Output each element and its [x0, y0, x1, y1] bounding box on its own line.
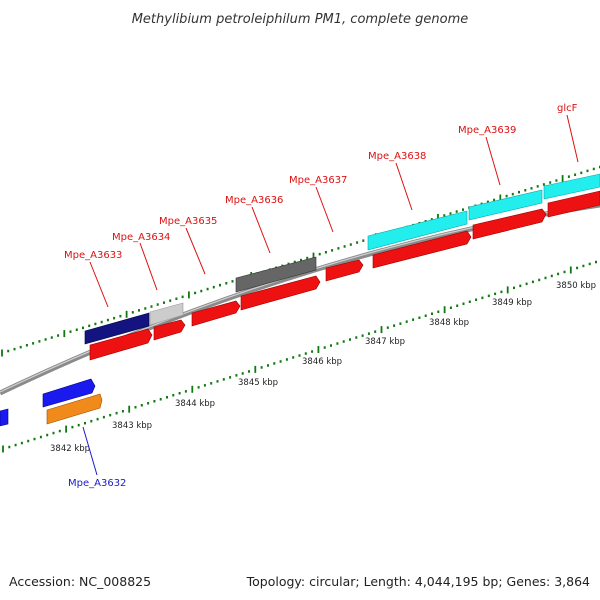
gene-block-cyan-1[interactable]	[367, 210, 468, 251]
gene-label-mpe-a3633[interactable]: Mpe_A3633	[64, 250, 122, 261]
scale-label-3844: 3844 kbp	[175, 399, 215, 409]
leader-line-mpe-a3634	[139, 242, 158, 291]
gene-label-mpe-a3634[interactable]: Mpe_A3634	[112, 232, 170, 243]
leader-line-mpe-a3632	[82, 426, 98, 476]
leader-line-glcf	[566, 114, 579, 163]
gene-label-mpe-a3636[interactable]: Mpe_A3636	[225, 195, 283, 206]
scale-label-3849: 3849 kbp	[492, 298, 532, 308]
lower-tick-row	[2, 260, 597, 453]
gene-label-mpe-a3638[interactable]: Mpe_A3638	[368, 151, 426, 162]
accession-text: Accession: NC_008825	[9, 574, 151, 589]
gene-arrow-red-6[interactable]	[372, 230, 472, 269]
gene-label-mpe-a3639[interactable]: Mpe_A3639	[458, 125, 516, 136]
gene-label-mpe-a3632[interactable]: Mpe_A3632	[68, 478, 126, 489]
leader-line-mpe-a3639	[485, 136, 501, 186]
gene-arrow-blue[interactable]	[42, 378, 96, 408]
gene-block-cyan-2[interactable]	[468, 189, 543, 221]
scale-label-3848: 3848 kbp	[429, 318, 469, 328]
leader-line-mpe-a3638	[395, 162, 413, 211]
leader-line-mpe-a3636	[251, 206, 271, 254]
scale-label-3845: 3845 kbp	[238, 378, 278, 388]
gene-label-mpe-a3637[interactable]: Mpe_A3637	[289, 175, 347, 186]
map-title: Methylibium petroleiphilum PM1, complete…	[132, 12, 469, 27]
genome-summary-text: Topology: circular; Length: 4,044,195 bp…	[246, 574, 590, 589]
scale-label-3842: 3842 kbp	[50, 444, 90, 454]
scale-label-3850: 3850 kbp	[556, 281, 596, 291]
gene-label-mpe-a3635[interactable]: Mpe_A3635	[159, 216, 217, 227]
gene-arrow-red-7[interactable]	[472, 208, 547, 240]
scale-label-3847: 3847 kbp	[365, 337, 405, 347]
gene-arrow-blue-left[interactable]	[0, 408, 9, 427]
gene-arrow-red-2[interactable]	[153, 319, 186, 341]
gene-arrow-red-4[interactable]	[240, 275, 321, 311]
gene-arrow-red-5[interactable]	[325, 259, 364, 282]
gene-arrow-orange[interactable]	[46, 393, 103, 425]
gene-label-leaders	[89, 114, 579, 308]
leader-line-mpe-a3633	[89, 261, 109, 308]
scale-label-3843: 3843 kbp	[112, 421, 152, 431]
gene-block-light-grey[interactable]	[149, 302, 184, 326]
gene-block-navy[interactable]	[84, 312, 150, 345]
leader-line-mpe-a3637	[315, 186, 334, 233]
gene-block-cyan-3[interactable]	[543, 173, 600, 200]
gene-arrow-red-8[interactable]	[547, 190, 600, 218]
leader-line-mpe-a3635	[185, 227, 206, 275]
scale-label-3846: 3846 kbp	[302, 357, 342, 367]
gene-arrow-red-1[interactable]	[89, 328, 153, 361]
upper-tick-row	[1, 165, 600, 357]
gene-arrow-red-3[interactable]	[191, 300, 241, 327]
gene-label-glcf[interactable]: glcF	[557, 103, 578, 114]
gene-block-grey[interactable]	[235, 256, 317, 293]
